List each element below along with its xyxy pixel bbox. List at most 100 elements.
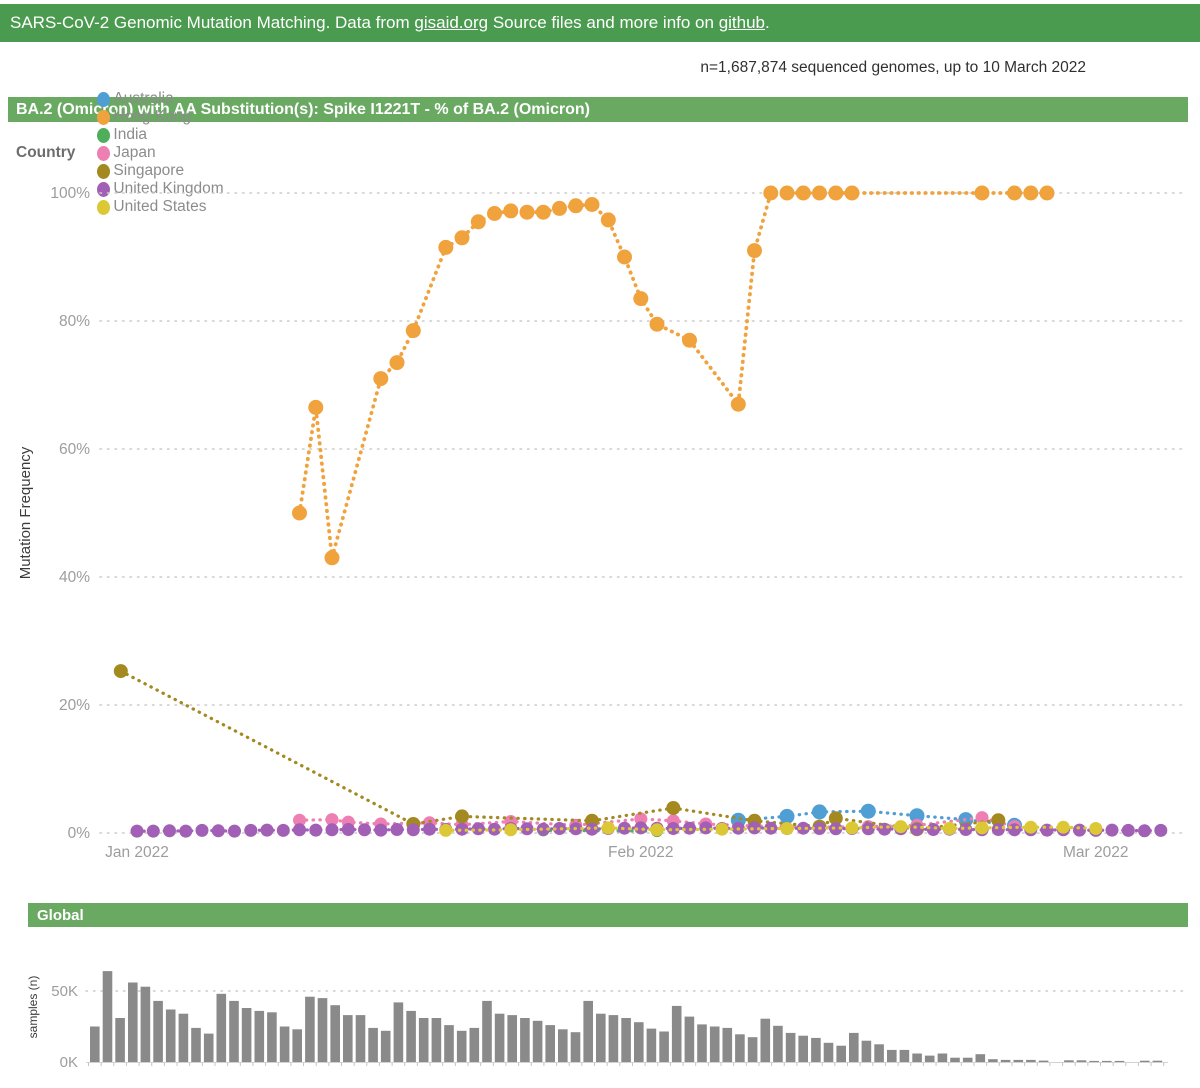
data-point[interactable] bbox=[763, 185, 779, 201]
data-point[interactable] bbox=[146, 824, 160, 838]
bar[interactable] bbox=[583, 1000, 593, 1062]
data-point[interactable] bbox=[455, 822, 469, 836]
bar[interactable] bbox=[507, 1015, 517, 1062]
bar[interactable] bbox=[393, 1002, 404, 1062]
bar[interactable] bbox=[115, 1018, 125, 1062]
bar[interactable] bbox=[241, 1008, 252, 1062]
data-point[interactable] bbox=[438, 239, 454, 255]
data-point[interactable] bbox=[487, 206, 502, 221]
data-point[interactable] bbox=[682, 332, 697, 348]
data-point[interactable] bbox=[747, 243, 762, 259]
bar[interactable] bbox=[709, 1026, 720, 1063]
bar[interactable] bbox=[469, 1027, 480, 1062]
gisaid-link[interactable]: gisaid.org bbox=[414, 13, 489, 32]
legend-item-singapore[interactable]: Singapore bbox=[97, 162, 223, 180]
bar[interactable] bbox=[292, 1029, 302, 1062]
data-point[interactable] bbox=[780, 822, 794, 835]
data-point[interactable] bbox=[844, 185, 860, 201]
data-point[interactable] bbox=[390, 823, 404, 836]
data-point[interactable] bbox=[1024, 820, 1038, 834]
data-point[interactable] bbox=[1105, 823, 1119, 837]
bar[interactable] bbox=[722, 1027, 733, 1062]
data-point[interactable] bbox=[341, 823, 355, 836]
data-point[interactable] bbox=[1089, 822, 1103, 835]
data-point[interactable] bbox=[812, 185, 827, 201]
bar[interactable] bbox=[747, 1037, 758, 1062]
data-point[interactable] bbox=[389, 355, 405, 371]
data-point[interactable] bbox=[292, 505, 307, 521]
data-point[interactable] bbox=[683, 821, 696, 835]
data-point[interactable] bbox=[309, 823, 323, 837]
data-point[interactable] bbox=[779, 185, 795, 201]
data-point[interactable] bbox=[324, 550, 340, 566]
bar[interactable] bbox=[330, 1005, 340, 1062]
bar[interactable] bbox=[596, 1013, 606, 1062]
data-point[interactable] bbox=[1121, 823, 1135, 837]
bar[interactable] bbox=[659, 1031, 669, 1063]
bar[interactable] bbox=[671, 1005, 682, 1062]
bar[interactable] bbox=[836, 1045, 846, 1062]
bar[interactable] bbox=[874, 1044, 884, 1063]
bar[interactable] bbox=[861, 1040, 872, 1062]
legend-item-australia[interactable]: Australia bbox=[97, 90, 223, 108]
data-point[interactable] bbox=[959, 823, 973, 836]
bar[interactable] bbox=[90, 1026, 100, 1063]
bar[interactable] bbox=[545, 1025, 555, 1062]
bar[interactable] bbox=[608, 1015, 619, 1062]
data-point[interactable] bbox=[325, 823, 339, 837]
data-point[interactable] bbox=[113, 664, 128, 679]
data-point[interactable] bbox=[439, 823, 453, 837]
data-point[interactable] bbox=[633, 291, 649, 307]
bar[interactable] bbox=[1140, 1060, 1150, 1062]
bar[interactable] bbox=[102, 971, 113, 1062]
bar[interactable] bbox=[305, 996, 315, 1062]
bar[interactable] bbox=[418, 1018, 429, 1062]
bar[interactable] bbox=[128, 982, 138, 1063]
data-point[interactable] bbox=[845, 821, 859, 835]
bar[interactable] bbox=[988, 1059, 998, 1062]
data-point[interactable] bbox=[926, 823, 940, 836]
data-point[interactable] bbox=[535, 204, 551, 220]
data-point[interactable] bbox=[1138, 824, 1151, 838]
bar[interactable] bbox=[229, 1000, 239, 1062]
data-point[interactable] bbox=[795, 185, 811, 201]
data-point[interactable] bbox=[308, 399, 324, 415]
data-point[interactable] bbox=[211, 824, 225, 838]
data-point[interactable] bbox=[1056, 820, 1070, 834]
bar[interactable] bbox=[532, 1020, 543, 1062]
bar[interactable] bbox=[735, 1034, 745, 1062]
data-point[interactable] bbox=[601, 821, 615, 835]
data-point[interactable] bbox=[878, 822, 891, 836]
data-point[interactable] bbox=[943, 822, 956, 835]
data-point[interactable] bbox=[405, 323, 421, 339]
bar[interactable] bbox=[406, 1010, 416, 1062]
bar[interactable] bbox=[773, 1025, 783, 1062]
bar[interactable] bbox=[317, 998, 328, 1062]
data-point[interactable] bbox=[244, 823, 258, 837]
bar[interactable] bbox=[646, 1028, 657, 1062]
bar[interactable] bbox=[697, 1024, 707, 1062]
bar[interactable] bbox=[368, 1027, 378, 1062]
bar[interactable] bbox=[380, 1030, 391, 1062]
data-point[interactable] bbox=[195, 823, 209, 837]
github-link[interactable]: github bbox=[718, 13, 766, 32]
data-point[interactable] bbox=[374, 823, 388, 837]
bar[interactable] bbox=[570, 1032, 581, 1062]
data-point[interactable] bbox=[779, 808, 795, 824]
data-point[interactable] bbox=[910, 822, 924, 836]
bar[interactable] bbox=[520, 1018, 530, 1062]
data-point[interactable] bbox=[504, 823, 518, 837]
bar[interactable] bbox=[355, 1015, 366, 1062]
bar[interactable] bbox=[760, 1018, 771, 1062]
data-point[interactable] bbox=[975, 811, 989, 825]
data-point[interactable] bbox=[584, 197, 600, 212]
bar[interactable] bbox=[1013, 1059, 1024, 1062]
data-point[interactable] bbox=[650, 823, 664, 837]
data-point[interactable] bbox=[828, 185, 844, 201]
data-point[interactable] bbox=[1008, 823, 1021, 837]
data-point[interactable] bbox=[553, 822, 566, 835]
data-point[interactable] bbox=[471, 822, 485, 836]
bar[interactable] bbox=[558, 1029, 568, 1062]
bar[interactable] bbox=[216, 993, 227, 1062]
bar[interactable] bbox=[950, 1057, 960, 1062]
